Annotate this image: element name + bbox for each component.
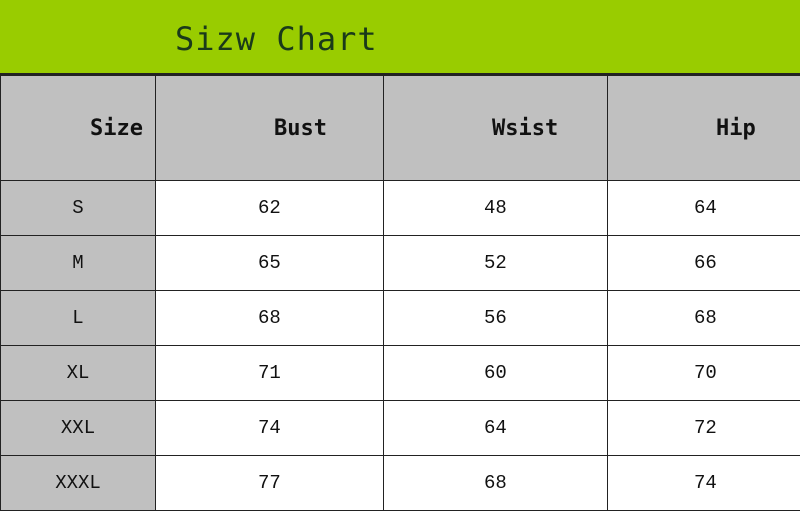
cell-bust: 77 [155,455,384,511]
cell-hip: 74 [607,455,800,511]
header-bust: Bust [155,75,384,181]
cell-waist: 52 [383,235,608,291]
cell-hip: 64 [607,180,800,236]
cell-bust: 65 [155,235,384,291]
cell-bust: 68 [155,290,384,346]
cell-size: XL [0,345,156,401]
cell-bust: 71 [155,345,384,401]
header-hip: Hip [607,75,800,181]
cell-size: M [0,235,156,291]
header-size: Size [0,75,156,181]
table-row: XL 71 60 70 [0,345,800,401]
cell-waist: 68 [383,455,608,511]
cell-size: S [0,180,156,236]
title-banner: Sizw Chart [0,0,800,75]
cell-bust: 62 [155,180,384,236]
cell-size: XXL [0,400,156,456]
chart-title: Sizw Chart [175,20,378,58]
cell-size: XXXL [0,455,156,511]
cell-hip: 68 [607,290,800,346]
cell-waist: 64 [383,400,608,456]
header-row: Size Bust Wsist Hip [0,75,800,181]
cell-size: L [0,290,156,346]
cell-waist: 60 [383,345,608,401]
table-row: XXL 74 64 72 [0,400,800,456]
cell-hip: 66 [607,235,800,291]
table-row: S 62 48 64 [0,180,800,236]
cell-waist: 56 [383,290,608,346]
table-row: M 65 52 66 [0,235,800,291]
cell-hip: 72 [607,400,800,456]
cell-hip: 70 [607,345,800,401]
cell-waist: 48 [383,180,608,236]
table-row: L 68 56 68 [0,290,800,346]
size-table: Size Bust Wsist Hip S 62 48 64 M 65 52 66 L 68 56 6… [0,75,800,511]
table-row: XXXL 77 68 74 [0,455,800,511]
cell-bust: 74 [155,400,384,456]
header-waist: Wsist [383,75,608,181]
